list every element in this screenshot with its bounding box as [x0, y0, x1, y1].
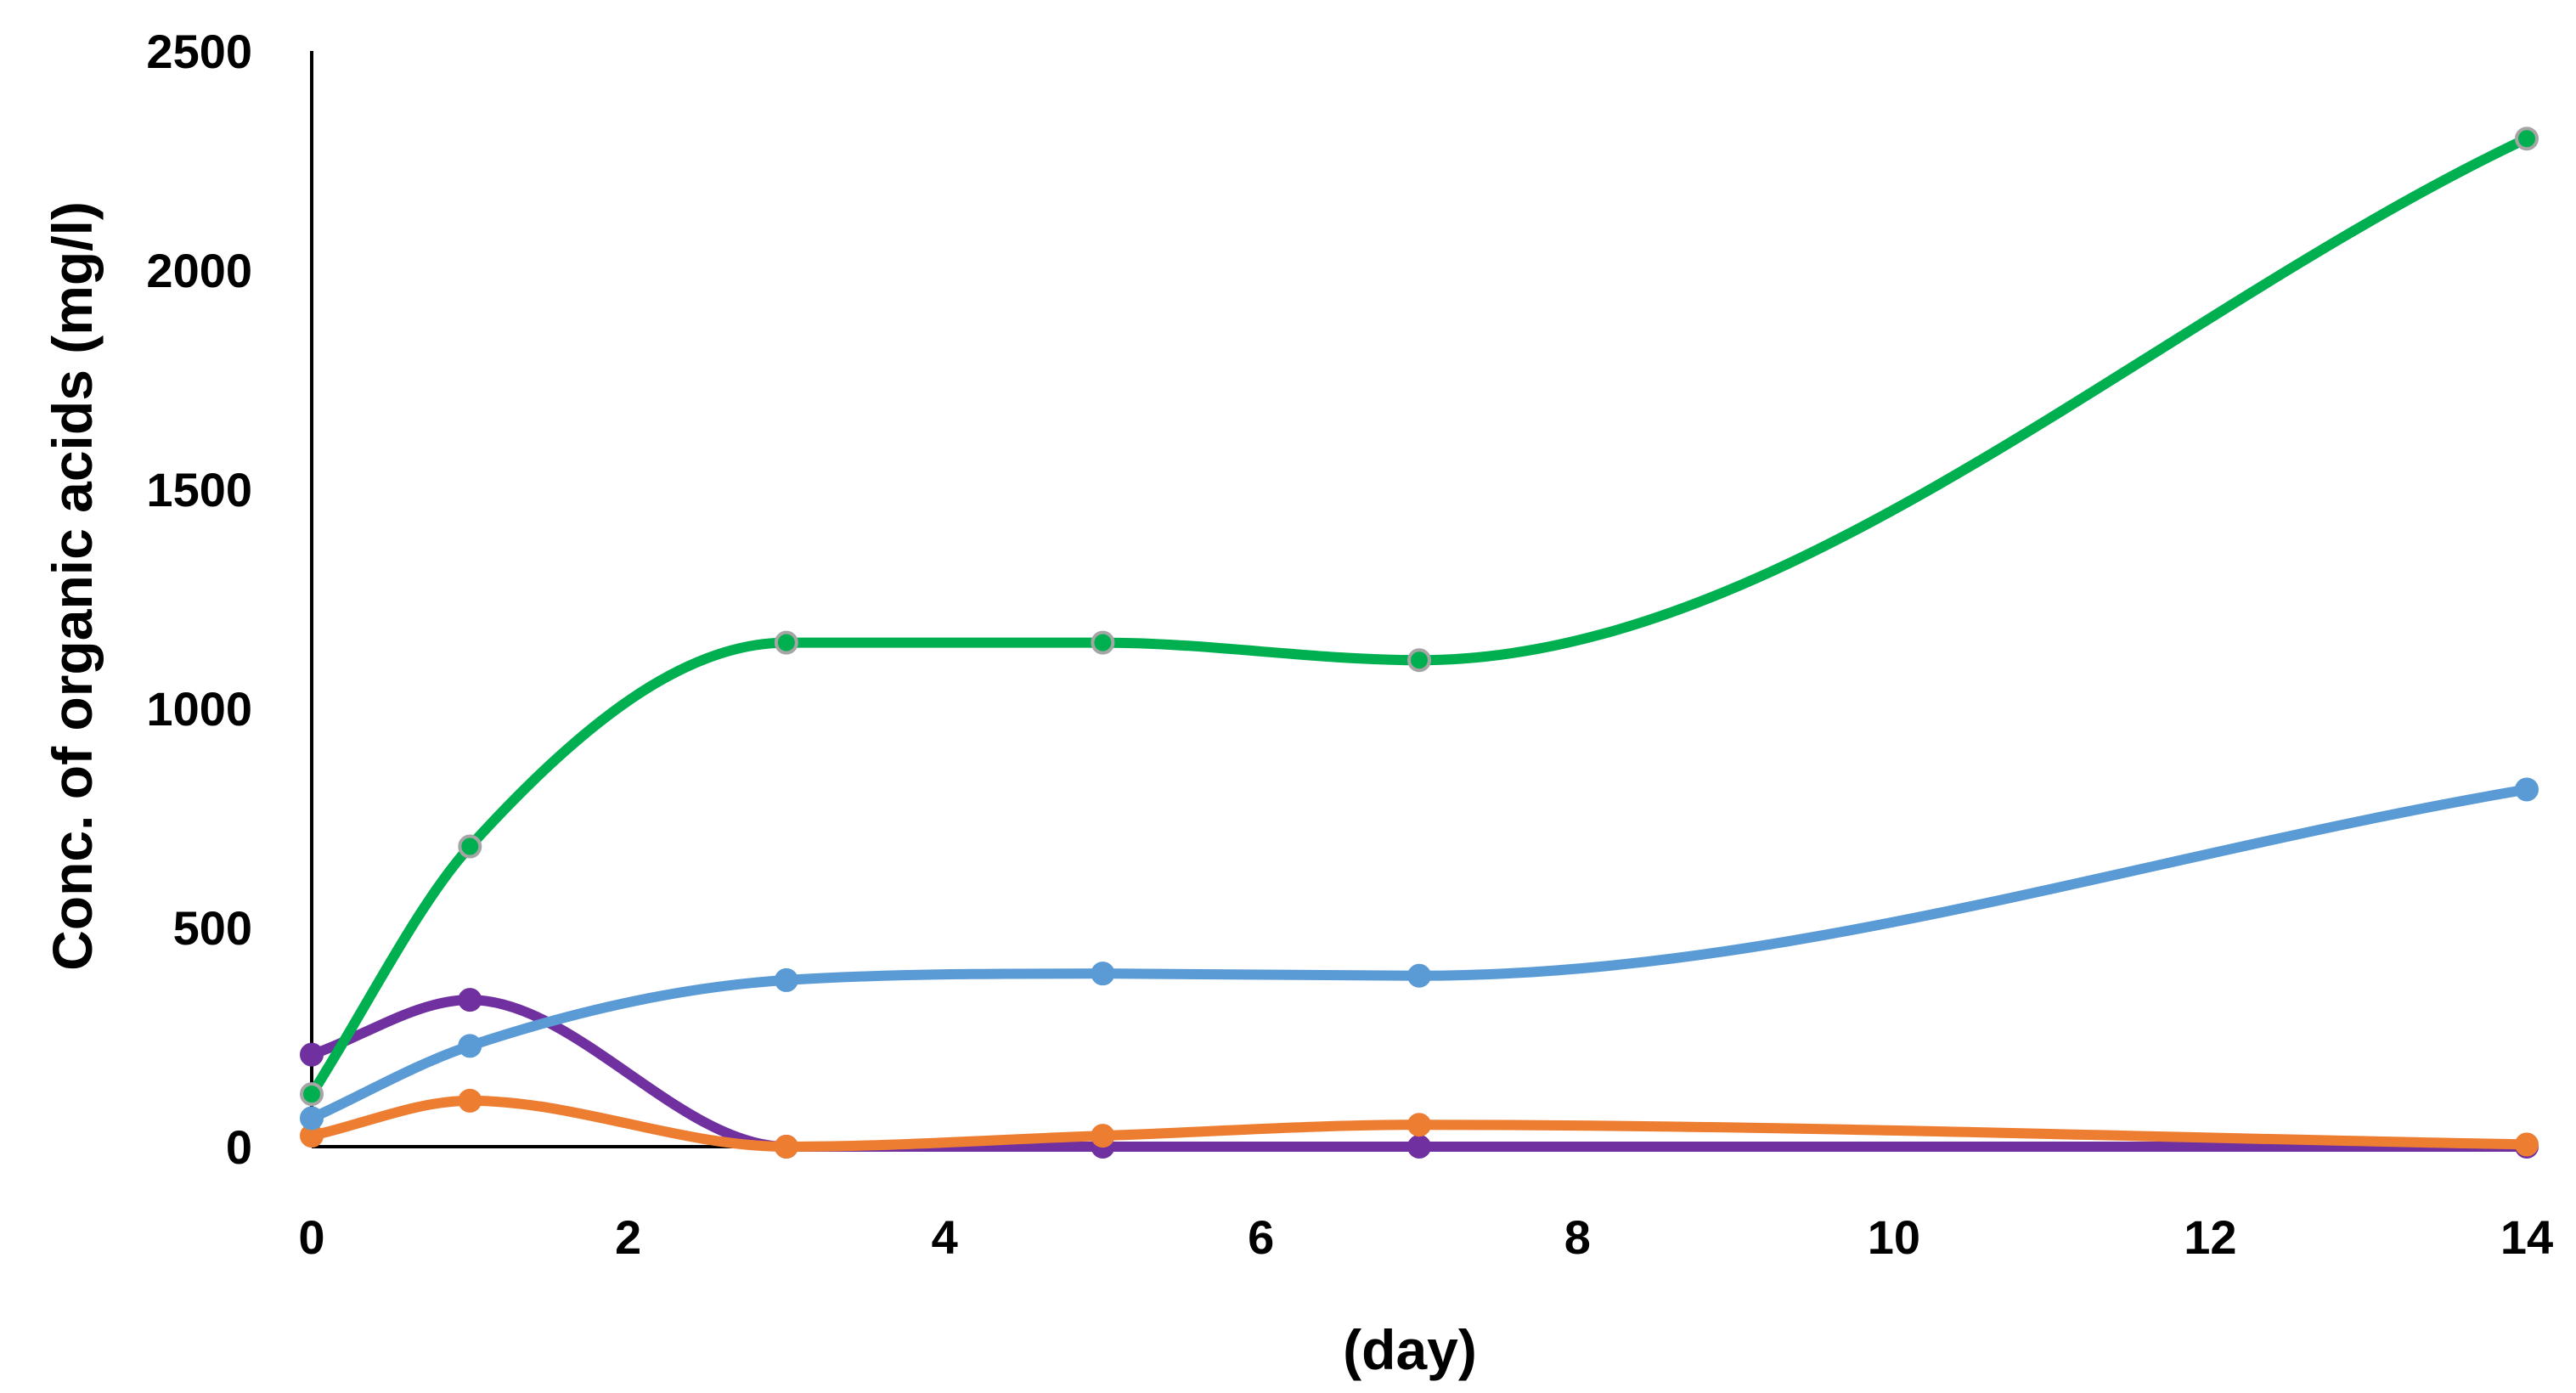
data-point [2515, 777, 2539, 802]
series-line [307, 784, 2532, 1124]
x-tick-labels: 0 2 4 6 8 10 12 14 [298, 1210, 2553, 1264]
x-tick-label: 6 [1248, 1210, 1274, 1264]
data-point [1091, 630, 1115, 655]
data-point [458, 1034, 482, 1058]
series-line [307, 133, 2532, 1100]
series-3 [300, 777, 2539, 1131]
x-axis-title: (day) [1343, 1318, 1477, 1381]
data-point [458, 834, 482, 859]
series-layer [300, 127, 2539, 1159]
data-point [1407, 1135, 1431, 1159]
data-point [774, 967, 798, 992]
data-point [1091, 1124, 1115, 1148]
y-tick-label: 500 [173, 901, 252, 955]
x-tick-label: 0 [298, 1210, 324, 1264]
data-point [774, 1135, 798, 1159]
data-point [1407, 963, 1431, 988]
y-tick-label: 1000 [146, 682, 252, 736]
x-tick-label: 12 [2184, 1210, 2236, 1264]
data-point [458, 988, 482, 1012]
x-tick-label: 8 [1564, 1210, 1591, 1264]
data-point [774, 630, 798, 655]
data-point [458, 1088, 482, 1113]
data-point [300, 1042, 324, 1067]
data-point [300, 1082, 324, 1107]
data-point [2515, 127, 2539, 151]
data-point [1407, 648, 1431, 673]
x-tick-label: 14 [2500, 1210, 2553, 1264]
y-tick-label: 1500 [146, 463, 252, 516]
data-point [1407, 1113, 1431, 1137]
data-point [1091, 962, 1115, 986]
data-point [2515, 1132, 2539, 1157]
x-tick-label: 2 [615, 1210, 641, 1264]
series-4 [300, 127, 2539, 1107]
y-tick-label: 2000 [146, 244, 252, 297]
y-axis-title: Conc. of organic acids (mg/l) [41, 201, 104, 971]
x-tick-label: 4 [932, 1210, 958, 1264]
y-tick-labels: 0 500 1000 1500 2000 2500 [146, 25, 252, 1174]
x-tick-label: 10 [1868, 1210, 1920, 1264]
data-point [300, 1106, 324, 1131]
y-tick-label: 0 [226, 1120, 252, 1174]
y-tick-label: 2500 [146, 25, 252, 78]
